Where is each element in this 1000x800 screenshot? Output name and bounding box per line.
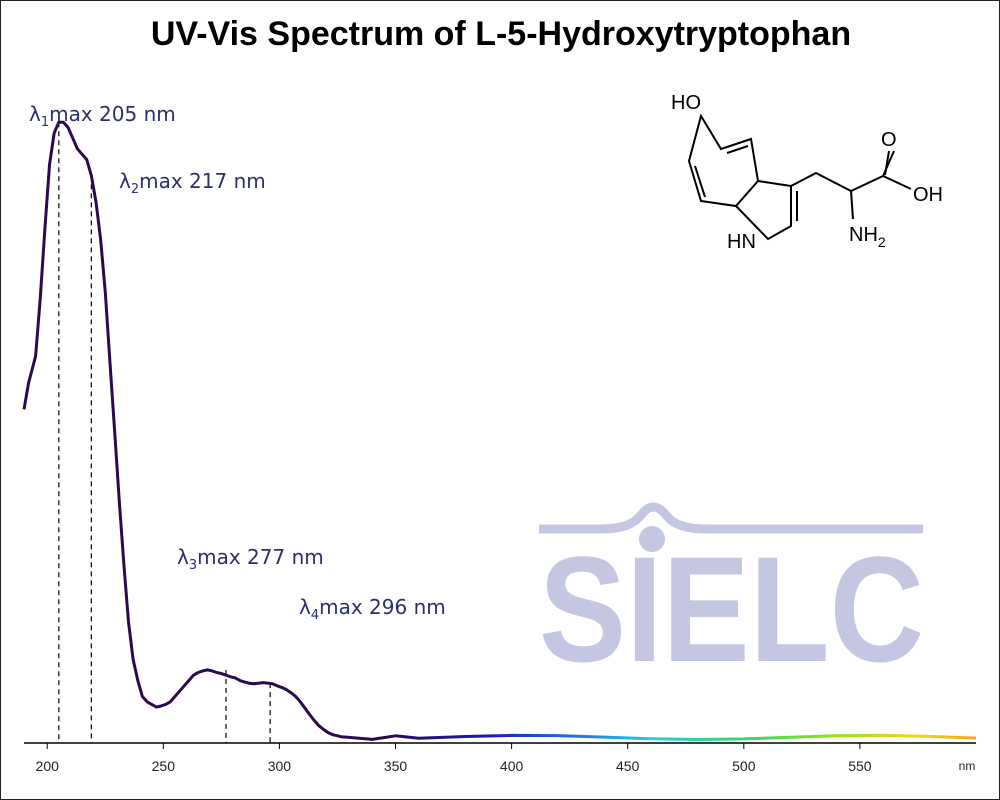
peak-label: λ1max 205 nm	[29, 102, 176, 130]
mol-nh-sub: 2	[878, 234, 886, 250]
peak-guides	[58, 122, 271, 743]
x-unit-label: nm	[959, 759, 976, 773]
peak-text: max 205 nm	[49, 102, 176, 126]
spectrum-series	[22, 120, 977, 741]
x-tick-label: 300	[268, 758, 292, 774]
sielc-watermark: SIELC	[539, 502, 924, 693]
peak-text: max 296 nm	[319, 595, 446, 619]
x-tick-label: 250	[152, 758, 176, 774]
mol-ho-label: HO	[671, 92, 701, 114]
mol-o-label: O	[881, 129, 897, 151]
peak-sub: 4	[311, 608, 319, 623]
peak-lambda: λ	[177, 545, 189, 569]
molecule-structure	[687, 113, 912, 241]
x-tick-label: 350	[384, 758, 408, 774]
peak-lambda: λ	[299, 595, 311, 619]
peak-label: λ2max 217 nm	[119, 169, 266, 197]
watermark-text: SIELC	[539, 525, 924, 693]
spectrum-line	[22, 120, 977, 741]
peak-lambda: λ	[119, 169, 131, 193]
peak-lambda: λ	[29, 102, 41, 126]
mol-nh-text: NH	[849, 224, 878, 246]
mol-hn-label: HN	[727, 231, 756, 253]
x-tick-label: 550	[848, 758, 872, 774]
peak-sub: 2	[131, 182, 139, 197]
x-tick-label: 500	[732, 758, 756, 774]
chart-title: UV-Vis Spectrum of L-5-Hydroxytryptophan	[151, 15, 851, 53]
x-tick-label: 400	[500, 758, 524, 774]
molecule-labels: HO O OH HN NH2	[671, 92, 943, 253]
peak-label: λ3max 277 nm	[177, 545, 324, 573]
peak-sub: 1	[41, 115, 49, 130]
mol-nh2-label: NH2	[849, 224, 886, 250]
peak-text: max 217 nm	[139, 169, 266, 193]
x-tick-label: 200	[36, 758, 60, 774]
x-tick-label: 450	[616, 758, 640, 774]
peak-text: max 277 nm	[197, 545, 324, 569]
peak-sub: 3	[189, 558, 197, 573]
x-axis: 200 250 300 350 400 450 500 550 nm	[24, 742, 976, 774]
peak-label: λ4max 296 nm	[299, 595, 446, 623]
mol-oh-label: OH	[913, 184, 943, 206]
